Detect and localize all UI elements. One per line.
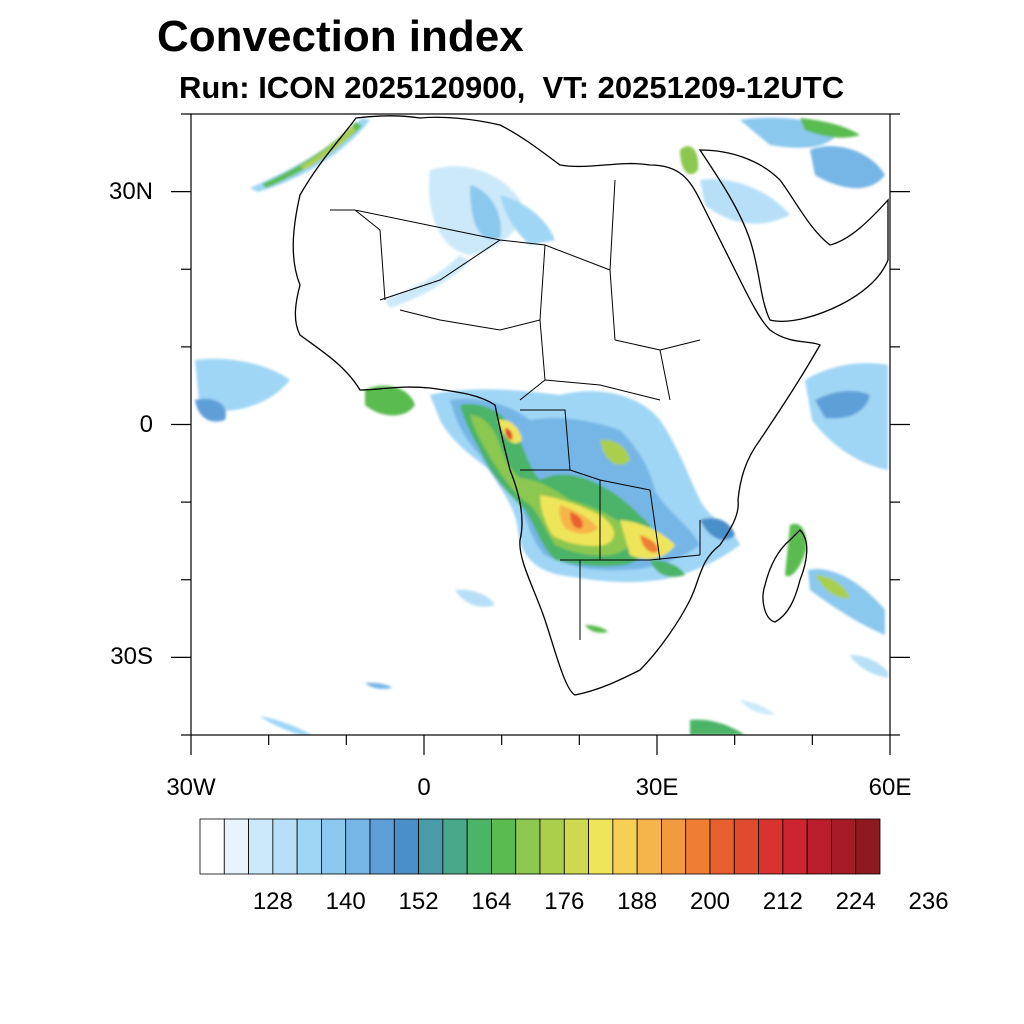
chart-subtitle: Run: ICON 2025120900, VT: 20251209-12UTC	[179, 70, 845, 105]
colorbar-tick-label: 128	[252, 888, 293, 915]
colorbar-swatch	[199, 818, 225, 875]
colorbar-swatch	[758, 818, 784, 875]
lat-tick-label: 30S	[110, 643, 153, 671]
colorbar-swatch	[223, 818, 249, 875]
colorbar-tick-label: 224	[835, 888, 876, 915]
colorbar-swatch	[831, 818, 857, 875]
colorbar-tick-label: 212	[762, 888, 803, 915]
colorbar-tick-label: 188	[617, 888, 658, 915]
colorbar	[199, 818, 881, 875]
lon-tick-label: 60E	[868, 774, 912, 801]
colorbar-tick-label: 200	[689, 888, 731, 915]
colorbar-swatch	[418, 818, 444, 875]
colorbar-swatch	[248, 818, 274, 875]
colorbar-swatch	[733, 818, 759, 875]
field-indian-ocean	[260, 363, 888, 735]
colorbar-swatch	[345, 818, 371, 875]
colorbar-tick-label: 236	[908, 888, 949, 915]
colorbar-swatch	[369, 818, 395, 875]
border-lines	[330, 179, 701, 640]
chart-title: Convection index	[157, 12, 524, 61]
colorbar-swatch	[491, 818, 517, 875]
colorbar-swatch	[709, 818, 735, 875]
coastlines	[292, 115, 889, 696]
colorbar-swatch	[661, 818, 687, 875]
arabia-coastline	[698, 149, 889, 322]
lon-tick-label: 0	[417, 774, 431, 801]
colorbar-swatch	[321, 818, 347, 875]
africa-coastline	[292, 115, 821, 696]
lon-tick-label: 30W	[166, 774, 216, 801]
field-central-africa	[365, 385, 740, 583]
colorbar-swatch	[515, 818, 541, 875]
colorbar-swatch	[685, 818, 711, 875]
colorbar-tick-label: 164	[471, 888, 512, 915]
colorbar-tick-label: 140	[325, 888, 366, 915]
colorbar-swatch	[855, 818, 881, 875]
colorbar-swatch	[272, 818, 298, 875]
colorbar-swatch	[296, 818, 322, 875]
colorbar-swatch	[612, 818, 638, 875]
axis-ticks	[171, 113, 910, 755]
colorbar-swatch	[466, 818, 492, 875]
colorbar-swatch	[636, 818, 662, 875]
colorbar-swatch	[588, 818, 614, 875]
lon-tick-label: 30E	[635, 774, 679, 801]
field-sahara-bands	[195, 117, 885, 422]
colorbar-swatch	[539, 818, 565, 875]
lat-tick-label: 30N	[108, 177, 153, 205]
colorbar-tick-label: 152	[398, 888, 439, 915]
field-north-atlantic-streak	[250, 118, 370, 192]
colorbar-tick-label: 176	[544, 888, 585, 915]
colorbar-swatch	[442, 818, 468, 875]
colorbar-swatch	[393, 818, 419, 875]
lat-tick-label: 0	[139, 410, 153, 438]
colorbar-swatch	[563, 818, 589, 875]
colorbar-swatch	[782, 818, 808, 875]
madagascar-coastline	[762, 529, 808, 623]
colorbar-swatch	[806, 818, 832, 875]
convection-field	[195, 117, 888, 735]
